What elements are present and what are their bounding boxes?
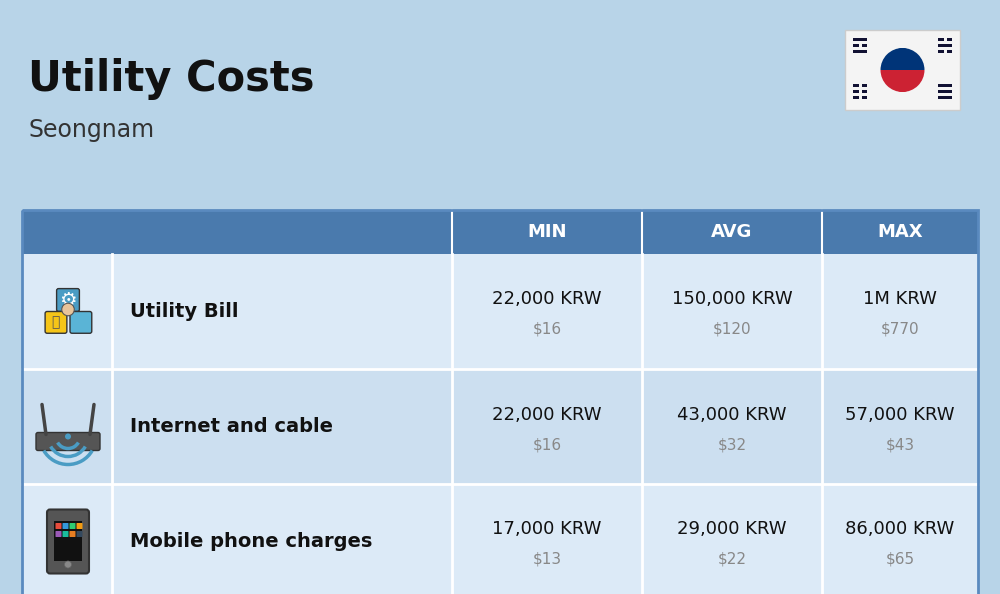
FancyBboxPatch shape <box>853 96 858 99</box>
Text: 150,000 KRW: 150,000 KRW <box>672 290 792 308</box>
Text: Utility Costs: Utility Costs <box>28 58 314 100</box>
FancyBboxPatch shape <box>57 289 79 311</box>
FancyBboxPatch shape <box>54 520 82 561</box>
Circle shape <box>64 561 72 568</box>
Text: 1M KRW: 1M KRW <box>863 290 937 308</box>
Text: Seongnam: Seongnam <box>28 118 154 142</box>
FancyBboxPatch shape <box>862 90 867 93</box>
Text: 22,000 KRW: 22,000 KRW <box>492 290 602 308</box>
FancyBboxPatch shape <box>22 484 978 594</box>
Text: 🔌: 🔌 <box>52 315 60 329</box>
FancyBboxPatch shape <box>938 50 944 53</box>
Text: 17,000 KRW: 17,000 KRW <box>492 520 602 539</box>
FancyBboxPatch shape <box>76 531 82 537</box>
Circle shape <box>892 48 914 70</box>
FancyBboxPatch shape <box>938 38 944 41</box>
Text: $32: $32 <box>717 437 747 452</box>
Text: $65: $65 <box>885 552 915 567</box>
FancyBboxPatch shape <box>862 84 867 87</box>
FancyBboxPatch shape <box>938 84 952 87</box>
FancyBboxPatch shape <box>938 90 952 93</box>
FancyBboxPatch shape <box>853 44 858 47</box>
FancyBboxPatch shape <box>938 44 952 47</box>
Circle shape <box>62 303 74 316</box>
Wedge shape <box>881 48 924 70</box>
FancyBboxPatch shape <box>853 84 858 87</box>
Text: ⚙: ⚙ <box>59 290 77 309</box>
Text: Internet and cable: Internet and cable <box>130 417 333 436</box>
FancyBboxPatch shape <box>853 38 867 41</box>
FancyBboxPatch shape <box>47 510 89 573</box>
Wedge shape <box>881 70 924 92</box>
Text: AVG: AVG <box>711 223 753 241</box>
Text: $770: $770 <box>881 322 919 337</box>
Text: $22: $22 <box>718 552 746 567</box>
Circle shape <box>892 70 914 92</box>
Text: MAX: MAX <box>877 223 923 241</box>
FancyBboxPatch shape <box>946 50 952 53</box>
Text: $16: $16 <box>532 437 562 452</box>
FancyBboxPatch shape <box>938 96 952 99</box>
Text: MIN: MIN <box>527 223 567 241</box>
Text: $16: $16 <box>532 322 562 337</box>
FancyBboxPatch shape <box>853 90 858 93</box>
Text: 86,000 KRW: 86,000 KRW <box>845 520 955 539</box>
Text: Mobile phone charges: Mobile phone charges <box>130 532 372 551</box>
FancyBboxPatch shape <box>22 254 978 369</box>
FancyBboxPatch shape <box>862 96 867 99</box>
FancyBboxPatch shape <box>70 531 76 537</box>
Circle shape <box>65 434 71 440</box>
Text: Utility Bill: Utility Bill <box>130 302 239 321</box>
Text: 29,000 KRW: 29,000 KRW <box>677 520 787 539</box>
FancyBboxPatch shape <box>853 50 867 53</box>
FancyBboxPatch shape <box>22 369 978 484</box>
FancyBboxPatch shape <box>62 531 68 537</box>
Text: $13: $13 <box>532 552 562 567</box>
FancyBboxPatch shape <box>56 523 62 529</box>
Text: 57,000 KRW: 57,000 KRW <box>845 406 955 424</box>
FancyBboxPatch shape <box>45 311 67 333</box>
Text: 22,000 KRW: 22,000 KRW <box>492 406 602 424</box>
Text: 43,000 KRW: 43,000 KRW <box>677 406 787 424</box>
FancyBboxPatch shape <box>22 210 978 254</box>
Circle shape <box>881 48 924 92</box>
Text: $120: $120 <box>713 322 751 337</box>
FancyBboxPatch shape <box>70 523 76 529</box>
FancyBboxPatch shape <box>70 311 92 333</box>
FancyBboxPatch shape <box>862 44 867 47</box>
FancyBboxPatch shape <box>36 432 100 450</box>
FancyBboxPatch shape <box>946 38 952 41</box>
FancyBboxPatch shape <box>845 30 960 110</box>
FancyBboxPatch shape <box>56 531 62 537</box>
FancyBboxPatch shape <box>76 523 82 529</box>
FancyBboxPatch shape <box>62 523 68 529</box>
Text: $43: $43 <box>885 437 915 452</box>
